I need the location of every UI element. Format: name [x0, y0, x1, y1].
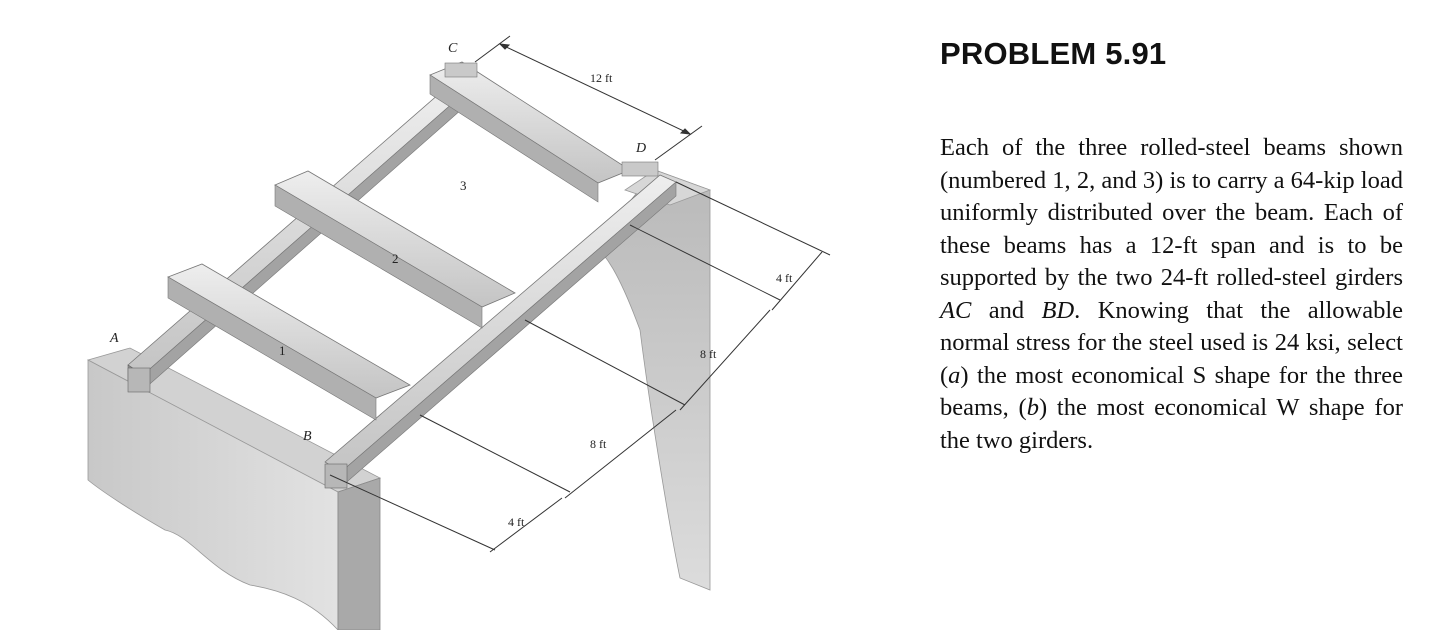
point-b-label: B	[303, 429, 312, 444]
problem-statement: Each of the three rolled-steel beams sho…	[940, 132, 1403, 457]
segment-1-label: 4 ft	[776, 271, 793, 285]
point-a-label: A	[109, 331, 119, 346]
girder-bd-ref: BD	[1041, 296, 1075, 324]
problem-text-part: ) the most economical W shape for the tw…	[940, 394, 1404, 454]
span-dimension-label: 12 ft	[590, 71, 613, 85]
beam-2	[274, 170, 516, 329]
beam-girder-figure: C D A B 3 2 1 12 ft 4 ft 8 ft 8 ft 4 ft	[70, 30, 850, 630]
bearing-plate-d	[621, 161, 659, 177]
problem-text-part: and	[971, 296, 1042, 324]
problem-text-part: ) the most economical S shape for the th…	[940, 361, 1403, 422]
girder-segment-dimensions	[329, 181, 831, 553]
figure-svg: C D A B 3 2 1 12 ft 4 ft 8 ft 8 ft 4 ft	[86, 35, 831, 630]
problem-text-part: Each of the three rolled-steel beams sho…	[940, 134, 1403, 291]
segment-3-label: 8 ft	[590, 437, 607, 451]
problem-text-part: . Knowing that the allowable normal stre…	[940, 296, 1403, 389]
bearing-plate-c	[444, 62, 478, 78]
segment-2-label: 8 ft	[700, 347, 717, 361]
point-c-label: C	[448, 41, 458, 56]
part-a-marker: a	[948, 361, 961, 389]
problem-heading: PROBLEM 5.91	[940, 36, 1167, 71]
girder-ac-ref: AC	[940, 296, 972, 324]
beam-1	[167, 263, 411, 421]
front-support	[86, 347, 382, 630]
part-b-marker: b	[1026, 394, 1039, 421]
beam-1-number: 1	[279, 343, 286, 358]
beam-2-number: 2	[392, 251, 399, 266]
point-d-label: D	[635, 141, 646, 156]
span-dimension	[474, 35, 703, 161]
beam-3	[429, 61, 631, 203]
segment-4-label: 4 ft	[508, 515, 525, 529]
beam-3-number: 3	[460, 178, 467, 193]
